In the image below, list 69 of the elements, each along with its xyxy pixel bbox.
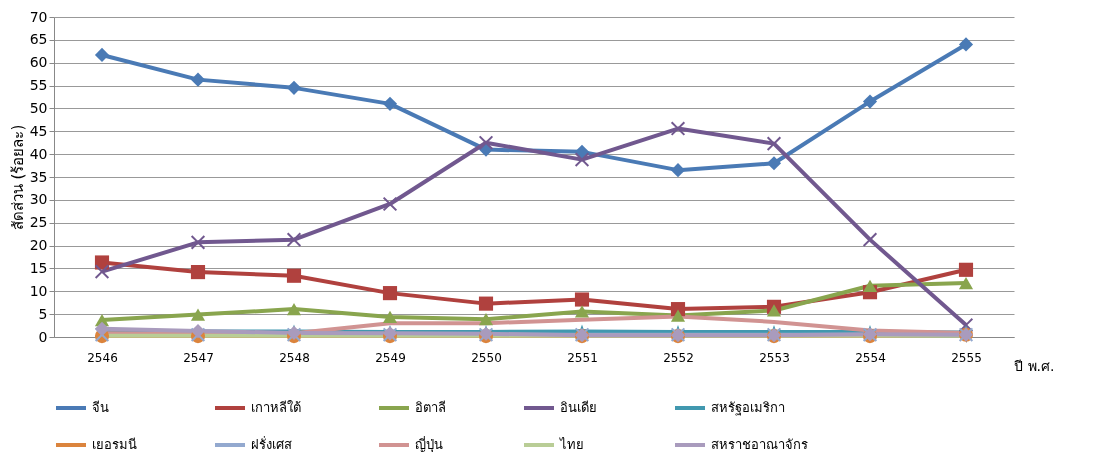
legend-label: ฝรั่งเศส — [251, 436, 292, 452]
y-tick-label: 0 — [38, 328, 48, 345]
point — [670, 163, 686, 178]
point — [574, 292, 590, 307]
y-tick-label: 40 — [29, 145, 48, 162]
y-tick-label: 60 — [29, 54, 48, 71]
y-tick-label: 65 — [29, 31, 48, 48]
point — [94, 47, 110, 63]
point — [958, 262, 974, 277]
y-tick-label: 70 — [29, 8, 48, 25]
x-tick-label: 2553 — [759, 350, 790, 365]
point — [190, 308, 206, 321]
legend-label: ญี่ปุ่น — [415, 436, 443, 452]
x-tick-label: 2547 — [183, 350, 214, 365]
y-tick-label: 50 — [29, 99, 48, 116]
legend-label: เยอรมนี — [92, 437, 137, 452]
point — [766, 156, 782, 171]
y-tick-label: 20 — [29, 237, 48, 254]
legend-label: ไทย — [559, 437, 584, 452]
point — [574, 144, 590, 159]
point — [862, 94, 878, 109]
x-tick-label: 2555 — [951, 350, 982, 365]
legend-label: เกาหลีใต้ — [251, 400, 301, 415]
point — [190, 72, 206, 87]
y-tick-label: 5 — [38, 305, 48, 322]
point — [958, 276, 974, 290]
x-tick-label: 2551 — [567, 350, 598, 365]
point — [286, 268, 302, 283]
point — [574, 305, 590, 318]
legend-label: จีน — [92, 400, 109, 415]
point — [382, 286, 398, 301]
point — [478, 296, 494, 311]
point — [94, 264, 110, 279]
point — [574, 152, 590, 167]
legend-label: สหราชอาณาจักร — [711, 437, 808, 452]
point — [382, 310, 398, 324]
x-axis-title: ปี พ.ศ. — [1014, 357, 1055, 374]
y-tick-label: 45 — [29, 122, 48, 139]
point — [382, 196, 398, 212]
legend-label: อินเดีย — [560, 400, 597, 415]
y-tick-label: 25 — [29, 214, 48, 231]
point — [670, 309, 686, 322]
legend-label: สหรัฐอเมริกา — [711, 400, 785, 416]
point — [286, 80, 302, 95]
point — [478, 313, 494, 326]
point — [862, 279, 878, 292]
legend-label: อิตาลี — [415, 400, 446, 415]
point — [286, 232, 302, 247]
point — [766, 304, 782, 317]
point — [958, 37, 974, 52]
y-tick-label: 55 — [29, 77, 48, 94]
point — [190, 265, 206, 280]
x-tick-label: 2548 — [279, 350, 310, 365]
y-tick-label: 35 — [29, 168, 48, 185]
y-axis-title: สัดส่วน (ร้อยละ) — [8, 124, 27, 231]
x-tick-label: 2549 — [375, 350, 406, 365]
point — [478, 135, 494, 150]
x-tick-label: 2552 — [663, 350, 694, 365]
y-tick-label: 30 — [29, 191, 48, 208]
point — [190, 235, 206, 250]
point — [766, 136, 782, 151]
point — [286, 302, 302, 316]
point — [862, 232, 878, 247]
point — [382, 96, 398, 111]
x-tick-label: 2546 — [87, 350, 118, 365]
y-tick-label: 10 — [29, 282, 48, 299]
x-tick-label: 2554 — [855, 350, 886, 365]
y-tick-label: 15 — [29, 259, 48, 276]
x-tick-label: 2550 — [471, 350, 502, 365]
